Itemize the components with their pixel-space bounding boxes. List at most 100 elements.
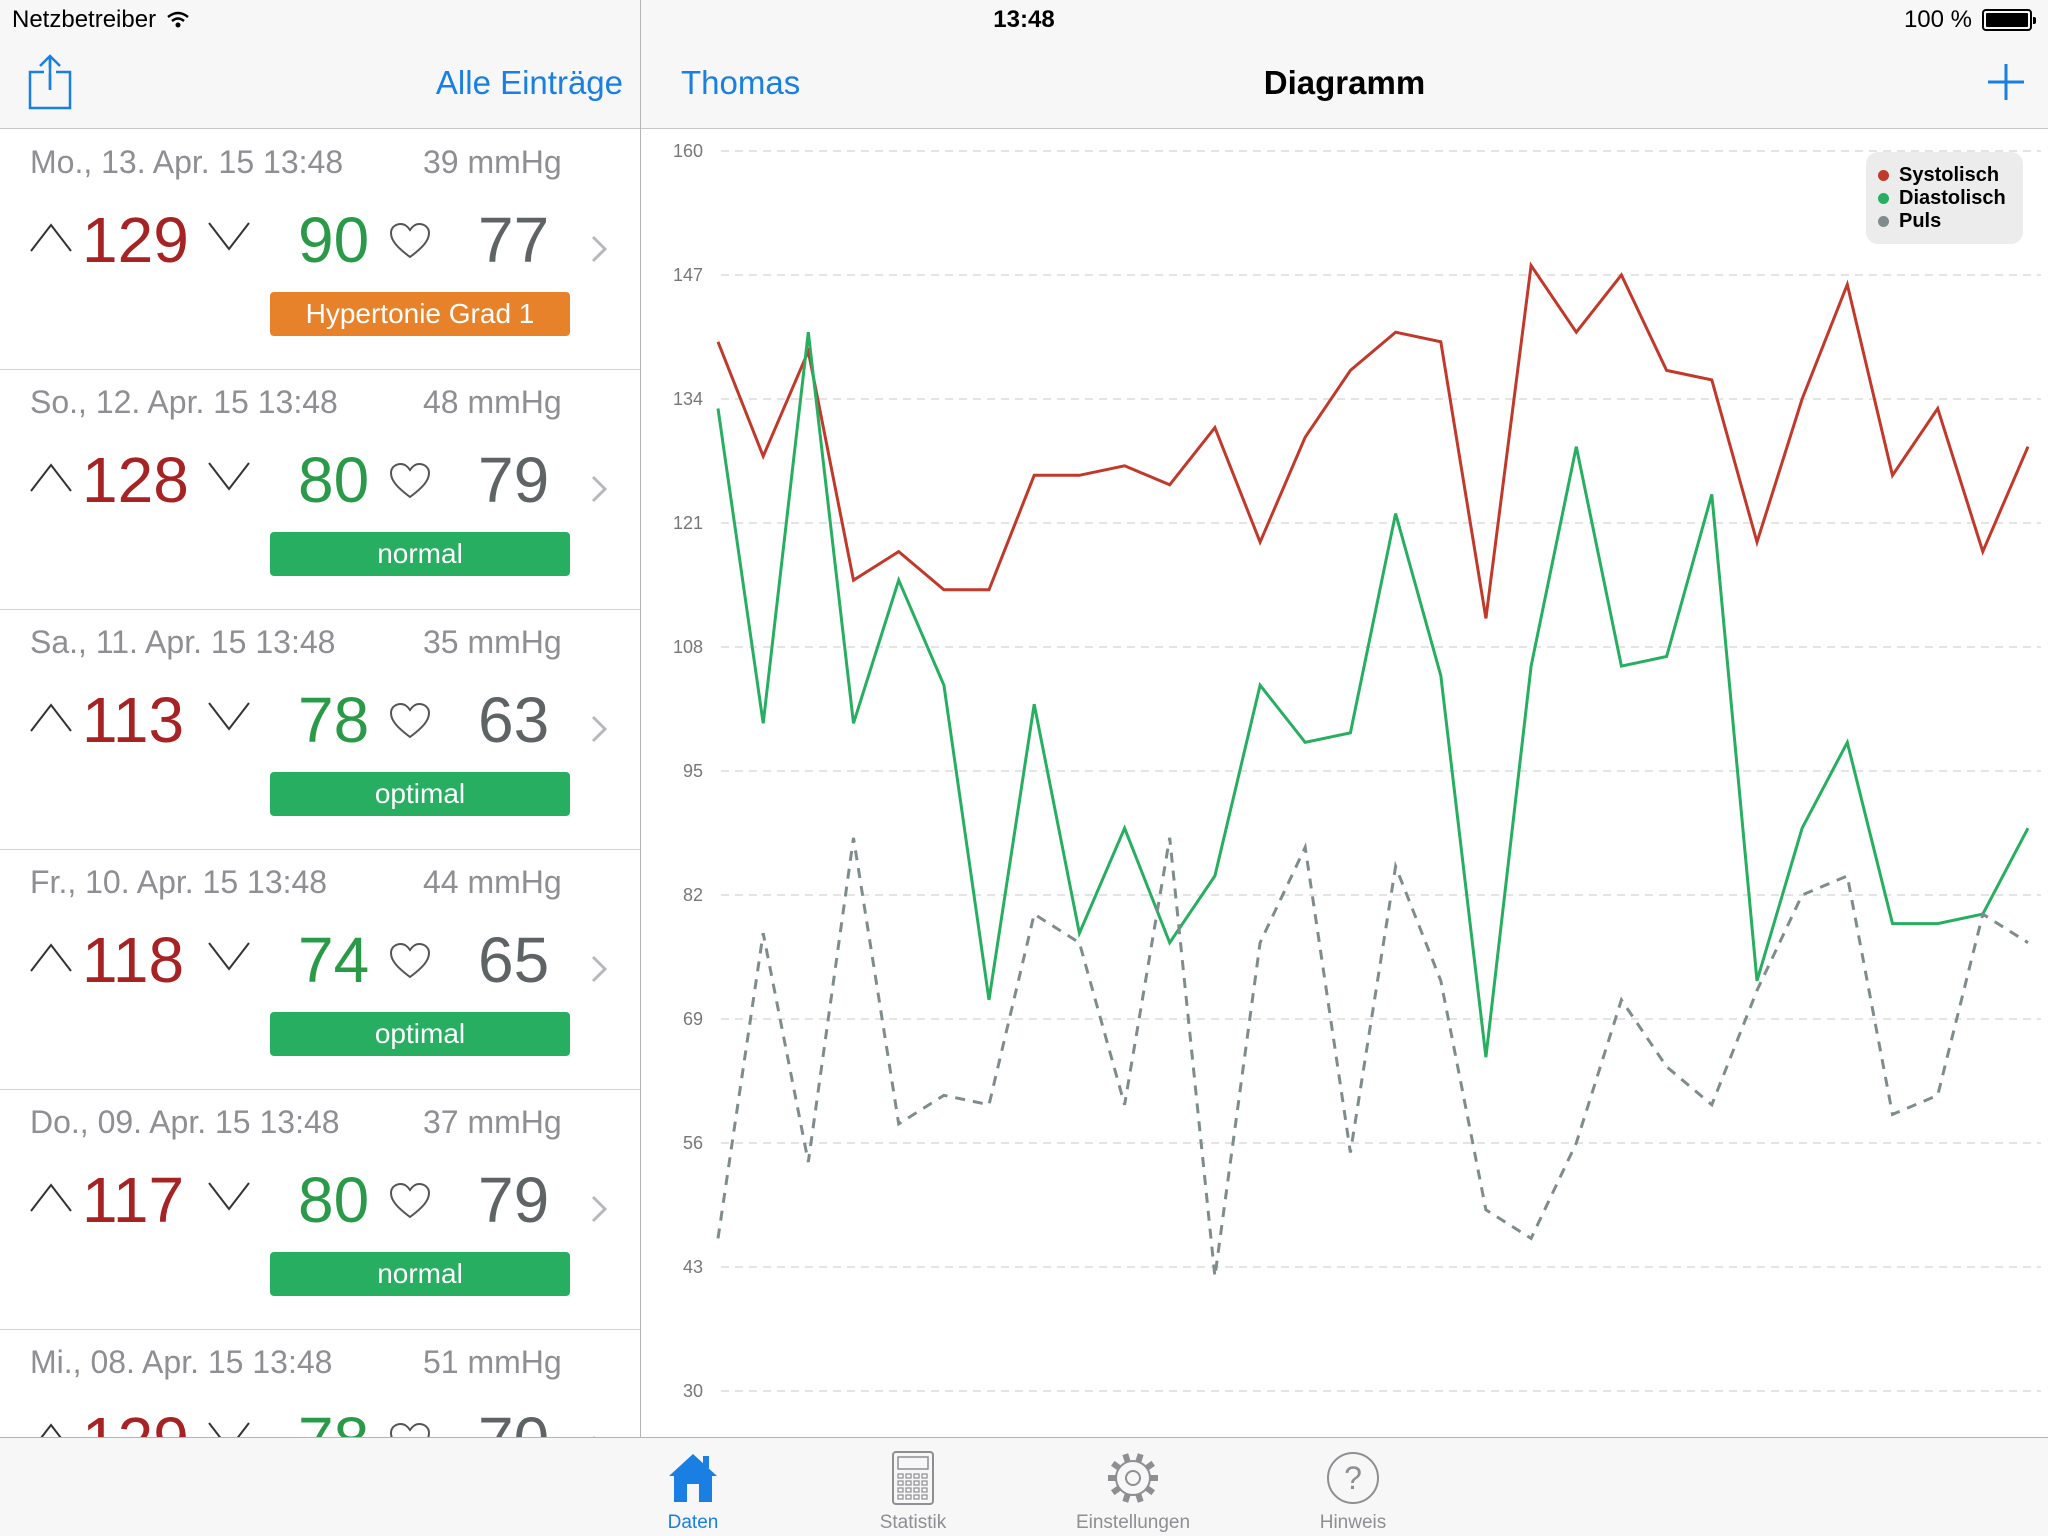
tab-hinweis[interactable]: ? Hinweis [1273, 1448, 1433, 1534]
tab-daten[interactable]: Daten [613, 1448, 773, 1534]
entry-date: Mo., 13. Apr. 15 13:48 [30, 144, 344, 180]
legend-dot [1878, 193, 1889, 204]
tab-label: Daten [667, 1512, 719, 1533]
entry-row[interactable]: Mi., 08. Apr. 15 13:48 51 mmHg 129 78 70 [0, 1330, 640, 1437]
tab-statistik[interactable]: Statistik [833, 1448, 993, 1534]
arrow-down-icon [208, 222, 250, 251]
entry-date: Fr., 10. Apr. 15 13:48 [30, 864, 328, 900]
series-line-diastolisch [716, 332, 2030, 1058]
entry-pulse: 63 [478, 684, 550, 756]
entry-pressure-diff: 44 mmHg [423, 864, 562, 900]
arrow-up-icon [30, 703, 72, 732]
category-badge: normal [270, 1252, 570, 1296]
entry-systolic: 113 [82, 684, 185, 756]
share-icon[interactable] [28, 54, 72, 110]
y-tick-label: 43 [683, 1257, 703, 1277]
split-divider [640, 0, 641, 1437]
tab-label: Einstellungen [1075, 1512, 1191, 1533]
plus-icon[interactable] [1986, 62, 2026, 102]
chevron-right-icon [591, 715, 608, 743]
entry-date: Do., 09. Apr. 15 13:48 [30, 1104, 340, 1140]
entry-pressure-diff: 51 mmHg [423, 1344, 562, 1380]
arrow-up-icon [40, 1423, 62, 1437]
arrow-up-icon [30, 223, 72, 252]
chart-nav-bar: Thomas Diagramm [641, 0, 2048, 129]
entry-pulse: 77 [478, 204, 550, 276]
heart-icon [389, 1422, 431, 1437]
chevron-right-icon [591, 475, 608, 503]
arrow-down-icon [208, 1182, 250, 1211]
entry-row[interactable]: Fr., 10. Apr. 15 13:48 44 mmHg 118 74 65… [0, 850, 640, 1090]
entry-diastolic: 80 [298, 444, 370, 516]
thomas-back-button[interactable]: Thomas [681, 64, 801, 101]
category-badge: normal [270, 532, 570, 576]
entry-systolic: 129 [82, 1403, 189, 1437]
question-icon: ? [1327, 1452, 1379, 1504]
entry-row[interactable]: Sa., 11. Apr. 15 13:48 35 mmHg 113 78 63… [0, 610, 640, 850]
y-tick-label: 56 [683, 1133, 703, 1153]
page-title: Diagramm [1263, 64, 1426, 101]
chart-legend: Systolisch Diastolisch Puls [1866, 152, 2023, 244]
chart-panel: Thomas Diagramm 30 43 56 69 82 95 108 121 134 147… [641, 0, 2048, 1437]
entry-diastolic: 78 [298, 1403, 369, 1437]
entry-pulse: 79 [478, 1164, 550, 1236]
arrow-down-icon [208, 462, 250, 491]
entry-date: Mi., 08. Apr. 15 13:48 [30, 1344, 333, 1380]
y-tick-label: 108 [673, 637, 703, 657]
arrow-down-icon [208, 1422, 250, 1437]
arrow-up-icon [30, 463, 72, 492]
entry-row[interactable]: Mo., 13. Apr. 15 13:48 39 mmHg 129 90 77… [0, 130, 640, 370]
heart-icon [389, 222, 431, 259]
entry-diastolic: 74 [298, 924, 370, 996]
entry-systolic: 128 [82, 444, 189, 516]
battery-icon [1982, 9, 2036, 31]
y-tick-label: 82 [683, 885, 703, 905]
status-time: 13:48 [993, 6, 1055, 33]
calculator-icon [892, 1451, 934, 1505]
house-icon [669, 1454, 717, 1502]
status-left: Netzbetreiber [12, 6, 190, 34]
entries-panel: Alle Einträge Mo., 13. Apr. 15 13:48 39 … [0, 0, 640, 1437]
svg-text:?: ? [1344, 1460, 1362, 1496]
battery-percentage: 100 % [1903, 6, 1972, 33]
chevron-right-icon [591, 235, 608, 263]
gear-icon [1108, 1453, 1158, 1503]
y-tick-label: 160 [673, 141, 703, 161]
legend-label: Diastolisch [1899, 187, 2006, 209]
y-tick-label: 95 [683, 761, 703, 781]
entry-diastolic: 78 [298, 684, 370, 756]
entry-systolic: 117 [82, 1164, 185, 1236]
entry-systolic: 129 [82, 204, 189, 276]
entry-pressure-diff: 35 mmHg [423, 624, 562, 660]
entry-pressure-diff: 37 mmHg [423, 1104, 562, 1140]
tab-einstellungen[interactable]: Einstellungen [1053, 1448, 1213, 1534]
arrow-down-icon [208, 942, 250, 971]
y-tick-label: 147 [673, 265, 703, 285]
entry-row[interactable]: So., 12. Apr. 15 13:48 48 mmHg 128 80 79… [0, 370, 640, 610]
entry-row[interactable]: Do., 09. Apr. 15 13:48 37 mmHg 117 80 79… [0, 1090, 640, 1330]
legend-label: Systolisch [1899, 164, 2000, 186]
legend-dot [1878, 216, 1889, 227]
category-badge: Hypertonie Grad 1 [270, 292, 570, 336]
heart-icon [389, 1182, 431, 1219]
all-entries-button[interactable]: Alle Einträge [435, 64, 623, 101]
entry-systolic: 118 [82, 924, 185, 996]
carrier-label: Netzbetreiber [12, 6, 157, 33]
legend-item: Puls [1878, 210, 2011, 233]
entries-list: Mo., 13. Apr. 15 13:48 39 mmHg 129 90 77… [0, 130, 640, 1437]
tab-bar: Daten Statistik Einstellungen ? Hinweis [0, 1437, 2048, 1536]
arrow-up-icon [30, 943, 72, 972]
legend-dot [1878, 170, 1889, 181]
entry-date: Sa., 11. Apr. 15 13:48 [30, 624, 336, 660]
y-tick-label: 121 [673, 513, 703, 533]
chevron-right-icon [591, 1195, 608, 1223]
series-line-puls [716, 837, 2029, 1277]
y-tick-label: 30 [683, 1381, 703, 1401]
entries-nav-bar: Alle Einträge [0, 0, 640, 129]
heart-icon [389, 942, 431, 979]
entry-diastolic: 90 [298, 204, 370, 276]
series-line-systolisch [716, 261, 2030, 619]
entry-pulse: 79 [478, 444, 550, 516]
entry-pressure-diff: 39 mmHg [423, 144, 562, 180]
arrow-down-icon [208, 702, 250, 731]
